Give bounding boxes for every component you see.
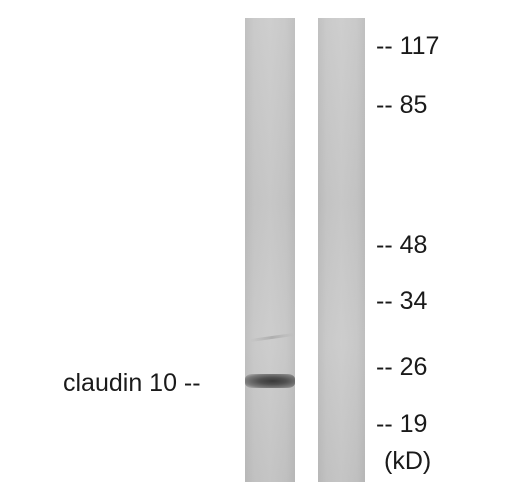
band-label: claudin 10 -- (63, 369, 201, 397)
marker-48-label: -- 48 (376, 231, 428, 259)
marker-85-label: -- 85 (376, 91, 428, 119)
marker-117-label: -- 117 (376, 32, 440, 60)
unit-label: (kD) (384, 447, 432, 475)
marker-19-label: -- 19 (376, 410, 428, 438)
marker-26-label: -- 26 (376, 353, 428, 381)
marker-34-label: -- 34 (376, 287, 428, 315)
claudin-10-band (245, 374, 295, 388)
blot-lane-2 (318, 18, 365, 482)
blot-lane-1 (245, 18, 295, 482)
